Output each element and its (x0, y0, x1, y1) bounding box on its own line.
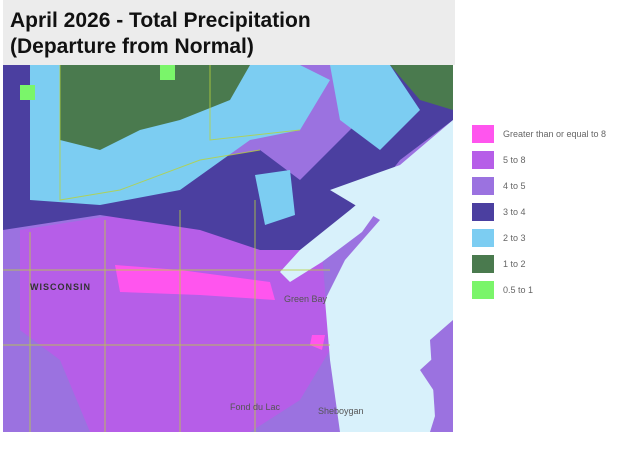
lake (325, 120, 453, 432)
legend-swatch (472, 125, 494, 143)
map-label: WISCONSIN (30, 282, 91, 292)
legend-item: 2 to 3 (472, 225, 606, 251)
legend-item: 0.5 to 1 (472, 277, 606, 303)
map-label: Green Bay (284, 294, 328, 304)
region (255, 170, 295, 225)
title-bar: April 2026 - Total Precipitation (Depart… (3, 0, 455, 65)
legend-swatch (472, 151, 494, 169)
region (310, 335, 325, 350)
legend-item: Greater than or equal to 8 (472, 121, 606, 147)
county-lines (3, 65, 330, 432)
legend-label: 4 to 5 (503, 181, 526, 191)
legend-label: 2 to 3 (503, 233, 526, 243)
legend-item: 1 to 2 (472, 251, 606, 277)
legend-swatch (472, 203, 494, 221)
title-line: (Departure from Normal) (10, 35, 254, 58)
region (60, 65, 250, 150)
legend-item: 4 to 5 (472, 173, 606, 199)
title-line: April 2026 - Total Precipitation (10, 9, 311, 32)
region (115, 265, 275, 300)
region (160, 65, 175, 80)
legend-swatch (472, 255, 494, 273)
legend-label: 0.5 to 1 (503, 285, 534, 295)
region (330, 65, 420, 150)
legend-label: 5 to 8 (503, 155, 526, 165)
legend-label: 3 to 4 (503, 207, 526, 217)
legend-label: 1 to 2 (503, 259, 526, 269)
legend-item: 5 to 8 (472, 147, 606, 173)
county-line (209, 65, 301, 141)
legend-swatch (472, 281, 494, 299)
map-label: Sheboygan (318, 406, 364, 416)
map-label: Fond du Lac (230, 402, 281, 412)
region (20, 85, 35, 100)
county-line (59, 65, 261, 201)
region (390, 65, 453, 110)
legend: Greater than or equal to 8 5 to 8 4 to 5 3 … (472, 121, 606, 303)
legend-swatch (472, 177, 494, 195)
legend-label: Greater than or equal to 8 (503, 129, 607, 139)
legend-item: 3 to 4 (472, 199, 606, 225)
legend-swatch (472, 229, 494, 247)
region (430, 320, 453, 432)
map: WISCONSIN Green Bay Fond du Lac Sheboyga… (3, 65, 453, 432)
region (20, 200, 330, 432)
bay (280, 185, 392, 282)
region (3, 65, 453, 250)
